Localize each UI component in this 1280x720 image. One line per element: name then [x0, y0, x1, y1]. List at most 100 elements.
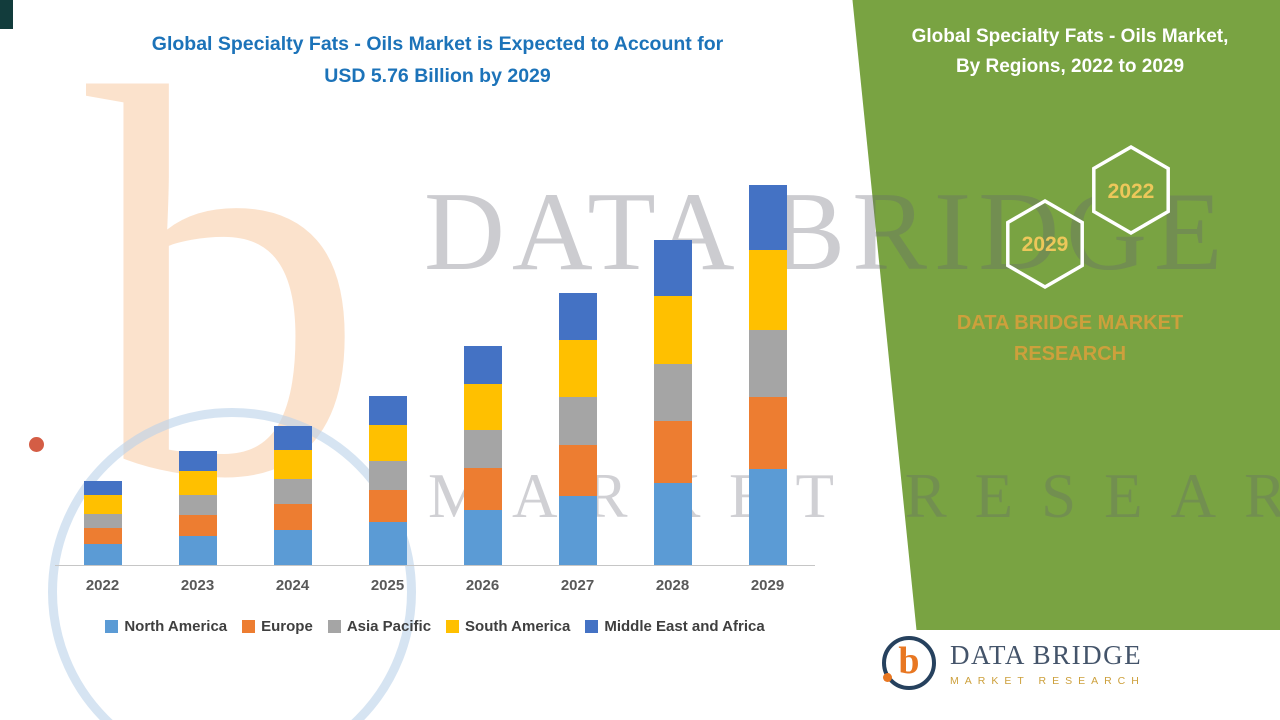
legend-swatch: [585, 620, 599, 633]
legend-swatch: [105, 620, 119, 633]
stacked-bar-2022: [83, 480, 122, 565]
segment-middle-east-and-africa: [463, 345, 502, 384]
segment-europe: [178, 514, 217, 536]
x-tick-label: 2023: [180, 577, 215, 594]
segment-asia-pacific: [178, 495, 217, 515]
hexagon-2022: [1092, 144, 1170, 236]
year-hexagons: 2029 2022: [1006, 144, 1170, 290]
segment-north-america: [558, 496, 597, 565]
panel-brand-text: DATA BRIDGE MARKET RESEARCH: [880, 308, 1260, 370]
footer-logo-name: DATA BRIDGE: [950, 639, 1143, 670]
footer-logo: b DATA BRIDGE MARKET RESEARCH: [882, 636, 1145, 690]
footer-logo-text: DATA BRIDGE MARKET RESEARCH: [950, 640, 1145, 687]
segment-europe: [653, 421, 692, 483]
chart-title-line2: USD 5.76 Billion by 2029: [324, 65, 551, 88]
bar-slot: [625, 239, 720, 565]
hexagon-2029: [1006, 198, 1084, 290]
segment-asia-pacific: [83, 513, 122, 529]
hexagon-2029-label: 2029: [1022, 233, 1069, 256]
panel-brand-line2: RESEARCH: [1013, 343, 1127, 365]
panel-title: Global Specialty Fats - Oils Market, By …: [880, 22, 1260, 83]
legend-item: Europe: [242, 618, 313, 635]
footer-logo-dot: [883, 673, 892, 682]
bar-slot: [340, 396, 435, 565]
stacked-bar-chart: 2022 2023 2024 2025 2026 2027 2028 2029 North A…: [55, 183, 815, 635]
bar-slot: [720, 185, 815, 565]
segment-north-america: [463, 509, 502, 565]
segment-north-america: [178, 536, 217, 565]
plot-area: [55, 183, 815, 565]
legend-item: Asia Pacific: [327, 618, 432, 635]
segment-south-america: [463, 383, 502, 430]
legend: North America Europe Asia Pacific South Ame…: [55, 618, 815, 635]
segment-middle-east-and-africa: [83, 480, 122, 496]
segment-asia-pacific: [748, 330, 787, 397]
legend-item: Middle East and Africa: [585, 618, 765, 635]
segment-asia-pacific: [368, 460, 407, 491]
bar-slot: [150, 450, 245, 565]
segment-south-america: [653, 295, 692, 365]
x-tick-label: 2024: [275, 577, 310, 594]
x-axis-labels: 2022 2023 2024 2025 2026 2027 2028 2029: [55, 577, 815, 594]
segment-europe: [368, 490, 407, 523]
segment-south-america: [178, 470, 217, 496]
stacked-bar-2023: [178, 450, 217, 565]
watermark-circle: [48, 408, 416, 720]
segment-middle-east-and-africa: [748, 185, 787, 251]
segment-south-america: [748, 250, 787, 331]
hexagon-2022-label: 2022: [1108, 180, 1155, 203]
x-tick-label: 2029: [750, 577, 785, 594]
segment-europe: [558, 444, 597, 497]
bar-slot: [530, 293, 625, 565]
footer-logo-icon: b: [882, 636, 936, 690]
panel-title-line2: By Regions, 2022 to 2029: [955, 56, 1185, 78]
x-tick-label: 2026: [465, 577, 500, 594]
legend-label: Europe: [261, 618, 313, 635]
legend-label: Asia Pacific: [346, 618, 432, 635]
footer-logo-tagline: MARKET RESEARCH: [950, 674, 1145, 687]
x-tick-label: 2027: [560, 577, 595, 594]
footer-logo-letter: b: [898, 640, 920, 682]
stacked-bar-2027: [558, 293, 597, 565]
segment-europe: [273, 503, 312, 530]
segment-south-america: [83, 495, 122, 514]
segment-north-america: [653, 482, 692, 565]
chart-title-line1: Global Specialty Fats - Oils Market is E…: [151, 33, 724, 55]
segment-south-america: [273, 449, 312, 480]
stacked-bar-2026: [463, 345, 502, 565]
x-tick-label: 2025: [370, 577, 405, 594]
segment-north-america: [368, 522, 407, 565]
segment-middle-east-and-africa: [178, 450, 217, 471]
watermark-brand-text: DATA BRIDGE: [424, 170, 1230, 294]
x-tick-label: 2022: [85, 577, 120, 594]
x-axis-line: [55, 565, 815, 566]
segment-asia-pacific: [558, 397, 597, 445]
legend-item: North America: [105, 618, 227, 635]
segment-asia-pacific: [653, 364, 692, 422]
stacked-bar-2024: [273, 425, 312, 565]
segment-middle-east-and-africa: [273, 425, 312, 450]
segment-europe: [463, 468, 502, 510]
segment-europe: [748, 396, 787, 469]
segment-south-america: [368, 425, 407, 461]
legend-swatch: [327, 620, 341, 633]
legend-label: North America: [124, 618, 228, 635]
bar-slot: [55, 480, 150, 565]
segment-middle-east-and-africa: [558, 293, 597, 341]
panel-brand-line1: DATA BRIDGE MARKET: [956, 312, 1184, 334]
segment-south-america: [558, 340, 597, 398]
segment-asia-pacific: [463, 429, 502, 469]
segment-asia-pacific: [273, 479, 312, 504]
chart-title: Global Specialty Fats - Oils Market is E…: [55, 28, 820, 92]
stacked-bar-2025: [368, 396, 407, 565]
segment-north-america: [83, 543, 122, 565]
segment-middle-east-and-africa: [368, 396, 407, 426]
stacked-bar-2029: [748, 185, 787, 565]
x-tick-label: 2028: [655, 577, 690, 594]
legend-swatch: [242, 620, 256, 633]
legend-label: Middle East and Africa: [604, 618, 765, 635]
segment-north-america: [748, 468, 787, 565]
segment-north-america: [273, 530, 312, 565]
